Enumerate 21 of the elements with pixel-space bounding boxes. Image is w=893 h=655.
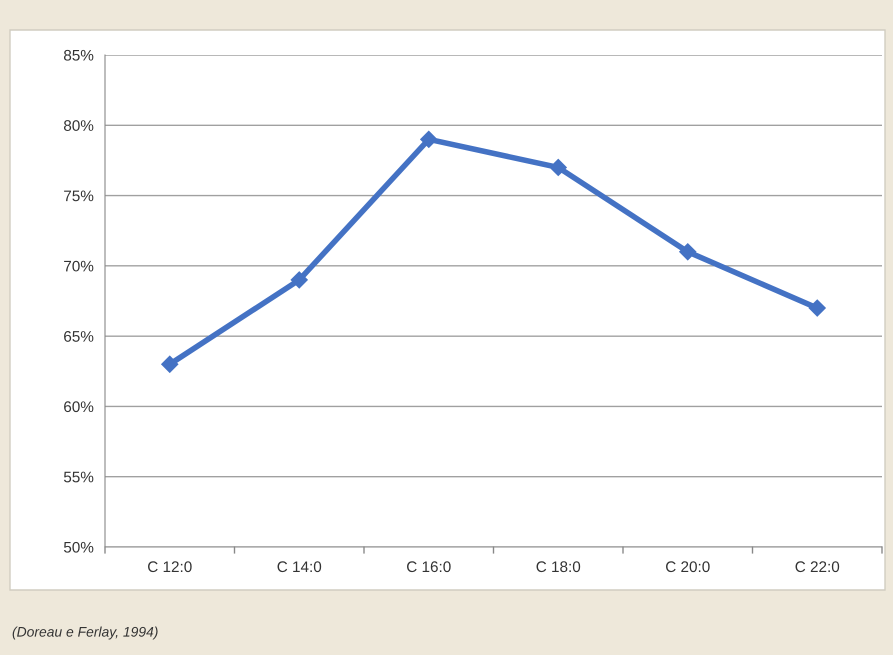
y-tick-label: 85% bbox=[64, 50, 94, 61]
y-tick-label: 70% bbox=[64, 260, 94, 272]
text: (Doreau e Ferlay, 1994) bbox=[12, 626, 158, 640]
y-tick-label: 60% bbox=[64, 401, 94, 412]
point bbox=[420, 130, 438, 148]
point bbox=[290, 271, 308, 288]
x-tick-label: C 12:0 bbox=[148, 561, 192, 572]
y-tick-label: 75% bbox=[64, 190, 94, 202]
y-tick-label: 55% bbox=[64, 472, 94, 482]
point bbox=[679, 243, 696, 260]
x-tick-label: C 20:0 bbox=[666, 561, 710, 572]
point bbox=[161, 356, 178, 373]
y-tick-label: 80% bbox=[64, 120, 94, 131]
y-tick-label: 65% bbox=[64, 331, 94, 342]
x-tick-label: C 22:0 bbox=[796, 561, 840, 572]
y-tick-label: 50% bbox=[64, 542, 94, 553]
point bbox=[550, 158, 567, 176]
x-tick-label: C 18:0 bbox=[536, 561, 580, 572]
x-tick-label: C 16:0 bbox=[407, 561, 451, 572]
x-tick-label: C 14:0 bbox=[278, 561, 322, 572]
point bbox=[808, 299, 826, 317]
